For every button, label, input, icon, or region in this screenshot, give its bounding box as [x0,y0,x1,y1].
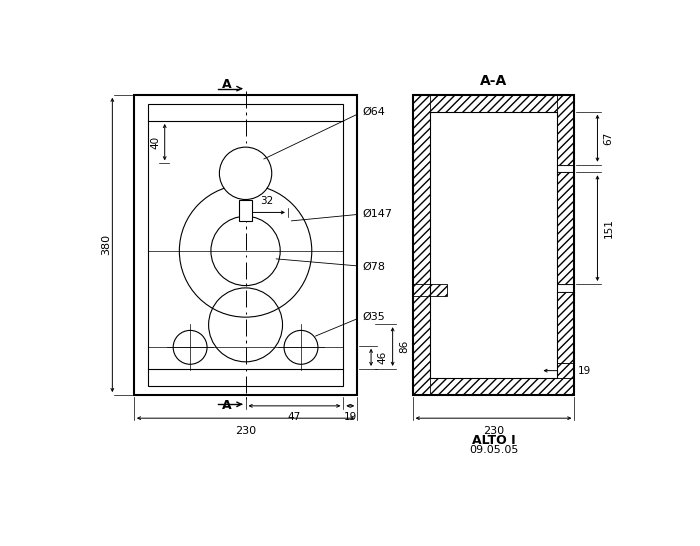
Text: 19: 19 [578,366,592,376]
Text: 151: 151 [603,218,614,238]
Text: 40: 40 [150,135,160,149]
Bar [413,284,447,295]
Text: 32: 32 [260,196,273,206]
Bar [413,95,574,395]
Bar [413,95,430,395]
Bar [557,363,575,378]
Text: 380: 380 [102,234,111,256]
Text: 230: 230 [235,426,256,436]
Bar [134,95,357,395]
Text: 09.05.05: 09.05.05 [469,445,518,455]
Text: 86: 86 [399,340,409,353]
Text: 46: 46 [377,351,387,364]
Bar [148,104,344,386]
Bar [557,95,575,165]
Text: Ø64: Ø64 [264,106,386,159]
Text: A: A [223,399,232,412]
Text: Ø147: Ø147 [291,209,393,221]
Text: A: A [223,78,232,91]
Bar [413,378,574,395]
Text: 230: 230 [483,426,504,436]
Text: ALTO I: ALTO I [472,434,515,447]
Text: 19: 19 [344,412,357,422]
Text: Ø78: Ø78 [276,259,386,271]
Circle shape [219,147,272,199]
Bar [430,112,557,378]
Bar [557,292,575,363]
Bar [430,112,557,378]
Text: 47: 47 [288,412,301,422]
Bar [413,95,574,112]
Bar [557,173,575,284]
Text: A-A: A-A [480,74,507,88]
Text: 67: 67 [603,132,614,145]
Text: Ø35: Ø35 [316,312,385,336]
Bar [239,199,253,221]
